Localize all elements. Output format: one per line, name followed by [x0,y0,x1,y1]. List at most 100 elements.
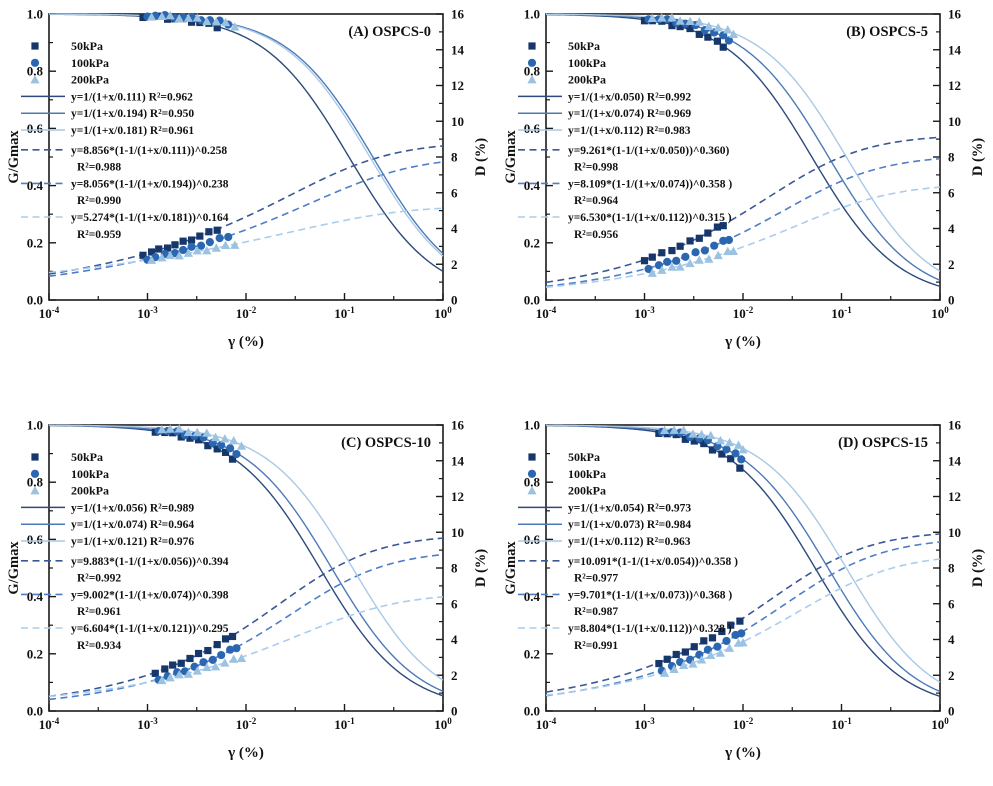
damping-curve-50kPa [48,537,444,698]
legend: 50kPa 100kPa 200kPa y=1/(1+x/0.111) R²=0.96… [21,39,229,241]
legend-damping-equation: y=9.002*(1-1/(1+x/0.074))^0.398 [71,589,229,601]
scatter-points [139,10,240,264]
modulus-point-200kPa [694,17,704,26]
modulus-point-50kPa [699,439,707,448]
modulus-point-50kPa [194,436,203,444]
legend-marker-200kPa [30,75,40,84]
damping-point-200kPa [174,250,184,260]
modulus-point-50kPa [735,464,743,472]
legend-marker-50kPa [527,453,536,461]
damping-point-50kPa [221,635,230,643]
modulus-point-200kPa [210,432,221,442]
modulus-point-200kPa [737,444,748,454]
damping-point-100kPa [217,650,226,660]
modulus-point-200kPa [666,13,677,22]
modulus-point-50kPa [213,445,221,453]
y-right-tick-label: 2 [948,257,955,272]
damping-point-50kPa [719,222,727,230]
damping-point-200kPa [202,662,212,672]
modulus-point-200kPa [722,25,732,34]
y-right-tick-label: 2 [451,257,458,272]
damping-point-200kPa [656,265,666,274]
x-tick-label: 10-2 [732,305,753,321]
damping-point-100kPa [690,248,700,257]
damping-point-50kPa [139,251,147,259]
x-tick-label: 10-2 [236,305,257,321]
y-right-axis-label: D (%) [970,549,986,587]
damping-point-100kPa [680,252,689,261]
modulus-point-200kPa [733,440,743,449]
legend-damping-r2: R²=0.992 [77,573,121,585]
legend-pressure-label: 200kPa [568,73,606,87]
y-right-tick-label: 16 [948,7,962,22]
chart-panel-d: 10-4 10-3 10-2 10-1 1000.00.20.40.60.81.0024… [503,418,986,762]
y-right-tick-label: 16 [948,418,962,433]
damping-point-50kPa [169,661,177,669]
damping-point-50kPa [205,228,213,236]
y-left-tick-label: 0.0 [27,293,43,308]
scatter-points [640,13,738,277]
curves [545,13,940,289]
legend-modulus-equation: y=1/(1+x/0.111) R²=0.962 [71,91,193,103]
y-right-tick-label: 4 [948,632,955,647]
modulus-point-200kPa [656,13,666,22]
x-axis-label: γ (%) [724,745,761,761]
modulus-point-200kPa [183,13,193,22]
modulus-point-200kPa [157,11,167,20]
legend-damping-r2: R²=0.977 [574,573,618,585]
damping-point-200kPa [666,262,677,271]
chart-panel-a: 10-4 10-3 10-2 10-1 1000.00.20.40.60.81.0024… [6,7,489,351]
modulus-point-200kPa [229,435,239,445]
legend-pressure-label: 50kPa [568,450,600,464]
x-tick-label: 100 [434,716,452,732]
y-left-tick-label: 0.4 [27,178,44,193]
modulus-point-50kPa [713,37,721,45]
legend-pressure-label: 200kPa [71,73,109,87]
modulus-point-200kPa [703,21,713,30]
damping-point-200kPa [684,258,695,268]
y-left-tick-label: 0.0 [523,293,539,308]
modulus-point-200kPa [202,16,212,26]
damping-point-200kPa [724,643,734,652]
damping-point-100kPa [724,235,733,245]
damping-point-100kPa [215,234,224,243]
y-right-axis-label: D (%) [473,549,489,587]
legend-marker-100kPa [527,469,536,478]
modulus-point-50kPa [719,43,727,51]
panel-a-cell: 10-4 10-3 10-2 10-1 100 0.0 0.2 0.4 0.6 0.8 1.0 0 2 4… [0,0,496,393]
y-left-tick-label: 0.8 [523,64,540,79]
modulus-point-50kPa [213,24,221,32]
y-left-tick-label: 0.6 [523,532,540,547]
y-left-axis-label: G/Gmax [503,541,519,595]
legend-marker-200kPa [526,486,537,495]
y-right-tick-label: 12 [451,78,464,93]
axes: 10-4 10-3 10-2 10-1 1000.00.20.40.60.81.0024… [6,7,489,351]
modulus-point-50kPa [186,434,194,442]
legend-modulus-equation: y=1/(1+x/0.054) R²=0.973 [568,502,691,514]
damping-point-50kPa [161,665,169,673]
legend-damping-equation: y=10.091*(1-1/(1+x/0.054))^0.358 ) [568,556,738,568]
legend-modulus-equation: y=1/(1+x/0.074) R²=0.969 [568,108,691,120]
damping-point-200kPa [146,255,157,264]
damping-point-100kPa [671,256,680,265]
modulus-point-200kPa [165,10,175,20]
legend-marker-100kPa [527,58,536,67]
damping-point-50kPa [654,659,662,668]
y-right-tick-label: 10 [948,114,961,129]
damping-point-50kPa [657,249,665,257]
y-right-tick-label: 4 [451,632,458,647]
damping-point-200kPa [192,666,202,675]
modulus-point-50kPa [690,437,698,445]
damping-point-100kPa [712,642,722,651]
modulus-point-50kPa [703,33,711,41]
damping-point-200kPa [220,240,231,249]
y-left-tick-label: 0.8 [523,475,540,490]
damping-point-100kPa [721,636,731,646]
damping-point-200kPa [183,669,193,678]
legend-damping-r2: R²=0.988 [77,162,121,174]
modulus-point-100kPa [730,449,740,458]
legend-marker-200kPa [526,75,537,84]
modulus-point-100kPa [217,441,226,450]
damping-point-200kPa [696,655,706,664]
